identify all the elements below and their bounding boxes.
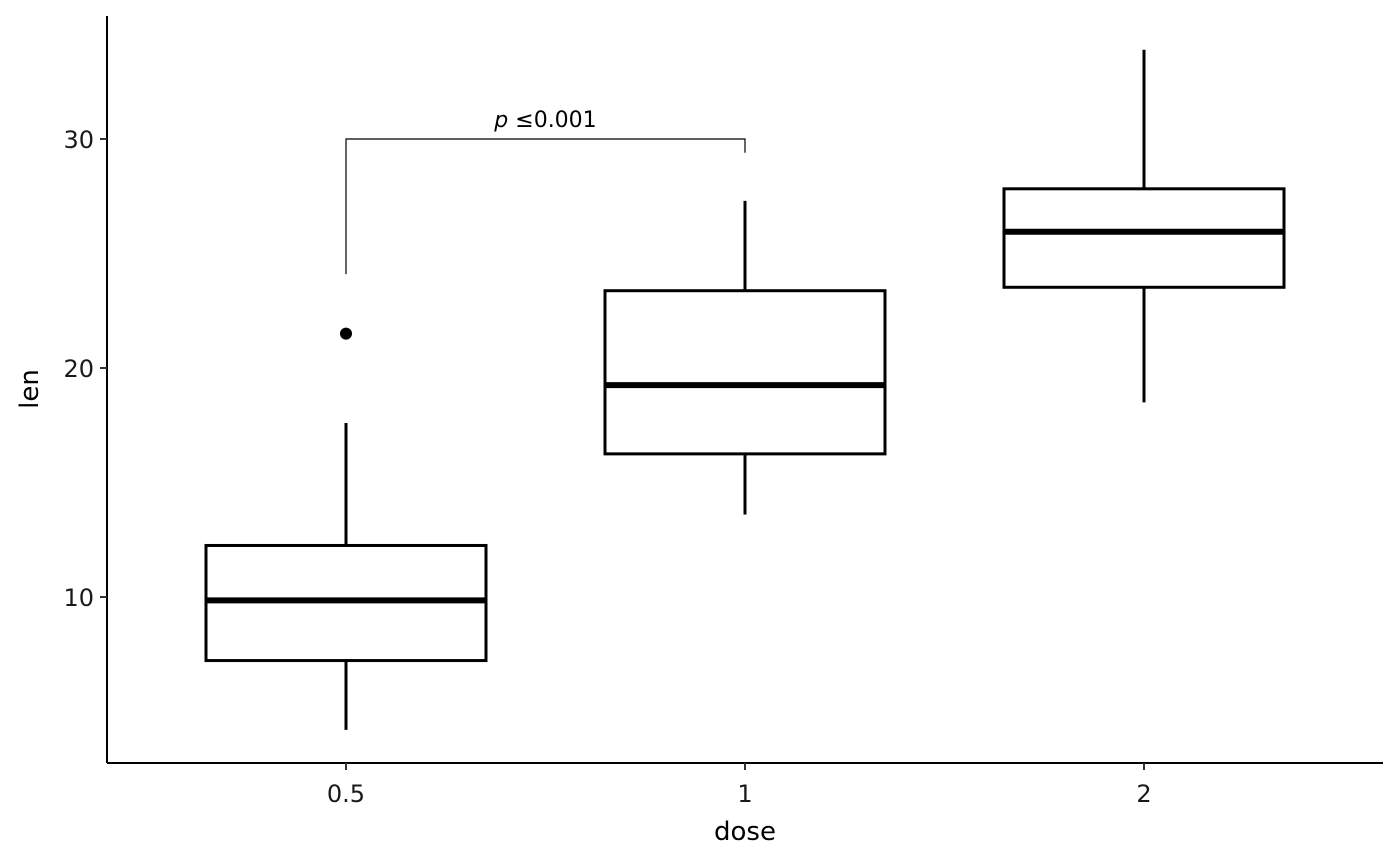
- y-tick-label: 10: [63, 584, 94, 612]
- p-symbol: p: [493, 108, 508, 133]
- p-value-label: p ≤0.001: [493, 108, 596, 133]
- x-tick-label: 1: [737, 780, 752, 808]
- y-ticks: 10 20 30: [63, 126, 107, 612]
- y-tick-label: 20: [63, 355, 94, 383]
- box: [1002, 187, 1286, 289]
- annotations: p ≤0.001: [345, 108, 746, 275]
- y-axis-label: len: [15, 369, 45, 409]
- significance-bracket: [345, 138, 746, 275]
- x-tick-label: 2: [1136, 780, 1151, 808]
- x-ticks: 0.5 1 2: [327, 763, 1152, 808]
- y-tick-label: 30: [63, 126, 94, 154]
- plot-marks: [204, 49, 1286, 730]
- box: [603, 289, 887, 456]
- outlier-point: [340, 327, 352, 340]
- p-value-text: ≤0.001: [508, 108, 596, 133]
- x-tick-label: 0.5: [327, 780, 365, 808]
- x-axis-label: dose: [714, 817, 776, 847]
